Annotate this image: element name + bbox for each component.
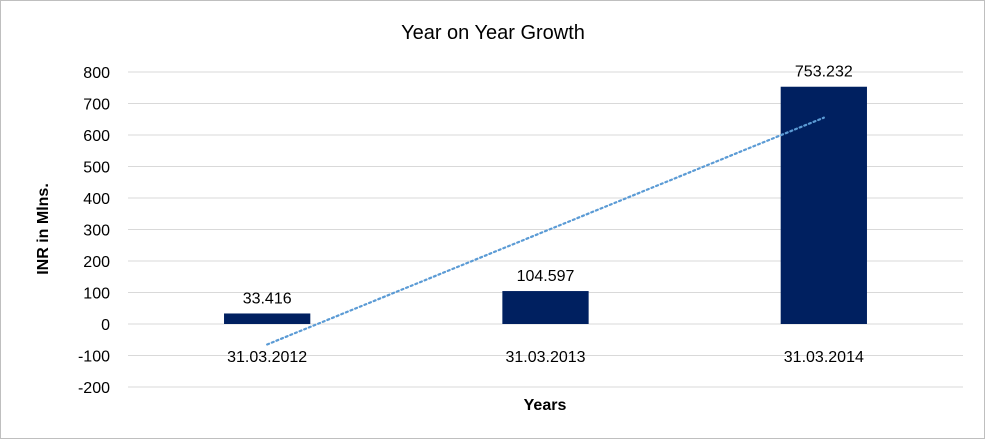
x-category-label: 31.03.2013 xyxy=(505,349,585,366)
data-labels: 33.416 104.597 753.232 xyxy=(243,64,853,308)
y-tick-label: 200 xyxy=(83,254,110,271)
data-label: 753.232 xyxy=(795,64,853,81)
y-axis-title: INR in Mlns. xyxy=(35,183,52,275)
bars xyxy=(224,86,867,324)
y-tick-label: 100 xyxy=(83,286,110,303)
x-category-label: 31.03.2012 xyxy=(227,349,307,366)
x-axis-category-labels: 31.03.2012 31.03.2013 31.03.2014 xyxy=(227,349,864,366)
y-tick-label: 700 xyxy=(83,97,110,114)
y-axis-ticks: 800 700 600 500 400 300 200 100 0 -100 -200 xyxy=(78,65,110,397)
x-axis-title: Years xyxy=(524,397,567,414)
y-tick-label: 400 xyxy=(83,191,110,208)
x-category-label: 31.03.2014 xyxy=(784,349,864,366)
chart-title: Year on Year Growth xyxy=(401,22,585,44)
bar xyxy=(224,313,311,324)
y-tick-label: 500 xyxy=(83,160,110,177)
data-label: 104.597 xyxy=(517,268,575,285)
trendline xyxy=(266,116,825,346)
y-tick-label: 0 xyxy=(101,317,110,334)
y-tick-label: -100 xyxy=(78,349,110,366)
bar xyxy=(502,291,589,324)
y-tick-label: 800 xyxy=(83,65,110,82)
bar xyxy=(780,86,867,324)
y-tick-label: 600 xyxy=(83,128,110,145)
y-tick-label: -200 xyxy=(78,380,110,397)
y-tick-label: 300 xyxy=(83,223,110,240)
trendline-linear xyxy=(266,116,825,346)
data-label: 33.416 xyxy=(243,290,292,307)
